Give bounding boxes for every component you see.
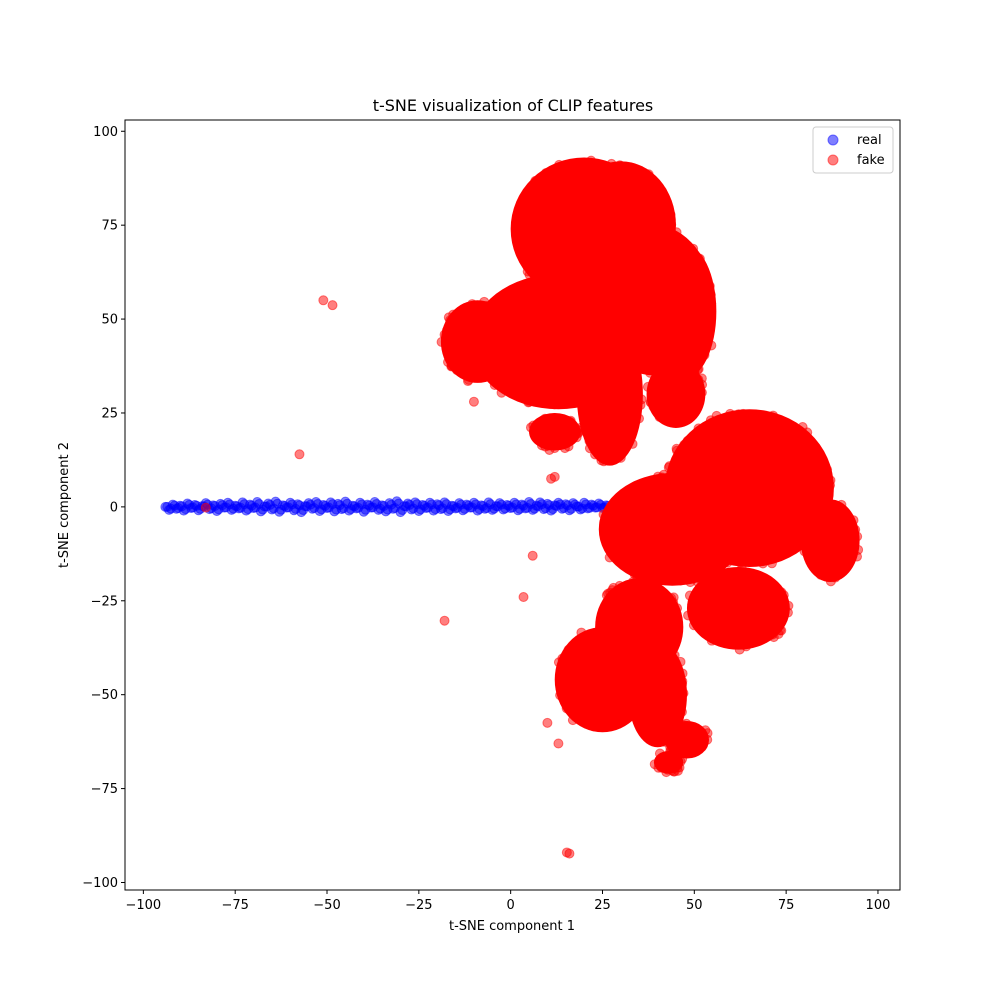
fake-cluster <box>653 751 684 774</box>
fake-cluster <box>686 566 790 650</box>
x-tick-label: 75 <box>778 898 795 913</box>
points-layer <box>160 155 864 859</box>
y-tick-label: −100 <box>82 876 118 891</box>
fake-cluster <box>650 243 717 380</box>
y-tick-label: 100 <box>93 125 118 140</box>
legend-label-fake: fake <box>857 153 885 168</box>
legend-marker-real <box>827 134 839 146</box>
plot-frame <box>124 119 901 891</box>
x-tick-label: 25 <box>594 898 611 913</box>
x-axis: −100 −75 −50 −25 0 25 50 75 100 <box>126 890 891 913</box>
fake-cluster <box>598 473 746 586</box>
x-axis-label: t-SNE component 1 <box>449 919 575 934</box>
fake-cluster <box>800 499 860 582</box>
x-tick-label: −25 <box>405 898 432 913</box>
fake-cluster <box>440 300 515 383</box>
x-tick-label: 100 <box>866 898 891 913</box>
legend-label-real: real <box>857 133 882 148</box>
x-tick-label: −75 <box>221 898 248 913</box>
fake-point <box>439 615 450 626</box>
x-tick-label: −50 <box>313 898 340 913</box>
fake-point <box>327 300 338 311</box>
y-tick-label: 25 <box>101 406 118 421</box>
fake-point <box>546 473 557 484</box>
x-tick-label: 50 <box>686 898 703 913</box>
fake-cluster <box>576 322 643 466</box>
fake-point <box>564 848 575 859</box>
fake-point <box>294 449 305 460</box>
y-axis: −100 −75 −50 −25 0 25 50 75 100 <box>82 125 125 891</box>
fake-cluster <box>628 642 687 748</box>
fake-point <box>518 592 529 603</box>
fake-point <box>542 717 553 728</box>
fake-point <box>200 502 211 513</box>
y-tick-label: 75 <box>101 219 118 234</box>
fake-cluster <box>529 412 581 451</box>
fake-cluster <box>646 360 706 429</box>
chart-title: t-SNE visualization of CLIP features <box>373 96 654 115</box>
y-tick-label: −25 <box>91 594 118 609</box>
legend-marker-fake <box>827 154 839 166</box>
fake-point <box>527 550 538 561</box>
x-tick-label: 0 <box>507 898 515 913</box>
fake-point <box>468 396 479 407</box>
fake-point <box>318 295 329 306</box>
y-tick-label: 50 <box>101 313 118 328</box>
y-tick-label: 0 <box>110 500 118 515</box>
x-tick-label: −100 <box>126 898 162 913</box>
y-axis-label: t-SNE component 2 <box>57 442 72 568</box>
legend: real fake <box>812 126 894 174</box>
y-tick-label: −50 <box>91 688 118 703</box>
fake-point <box>553 738 564 749</box>
y-tick-label: −75 <box>91 782 118 797</box>
